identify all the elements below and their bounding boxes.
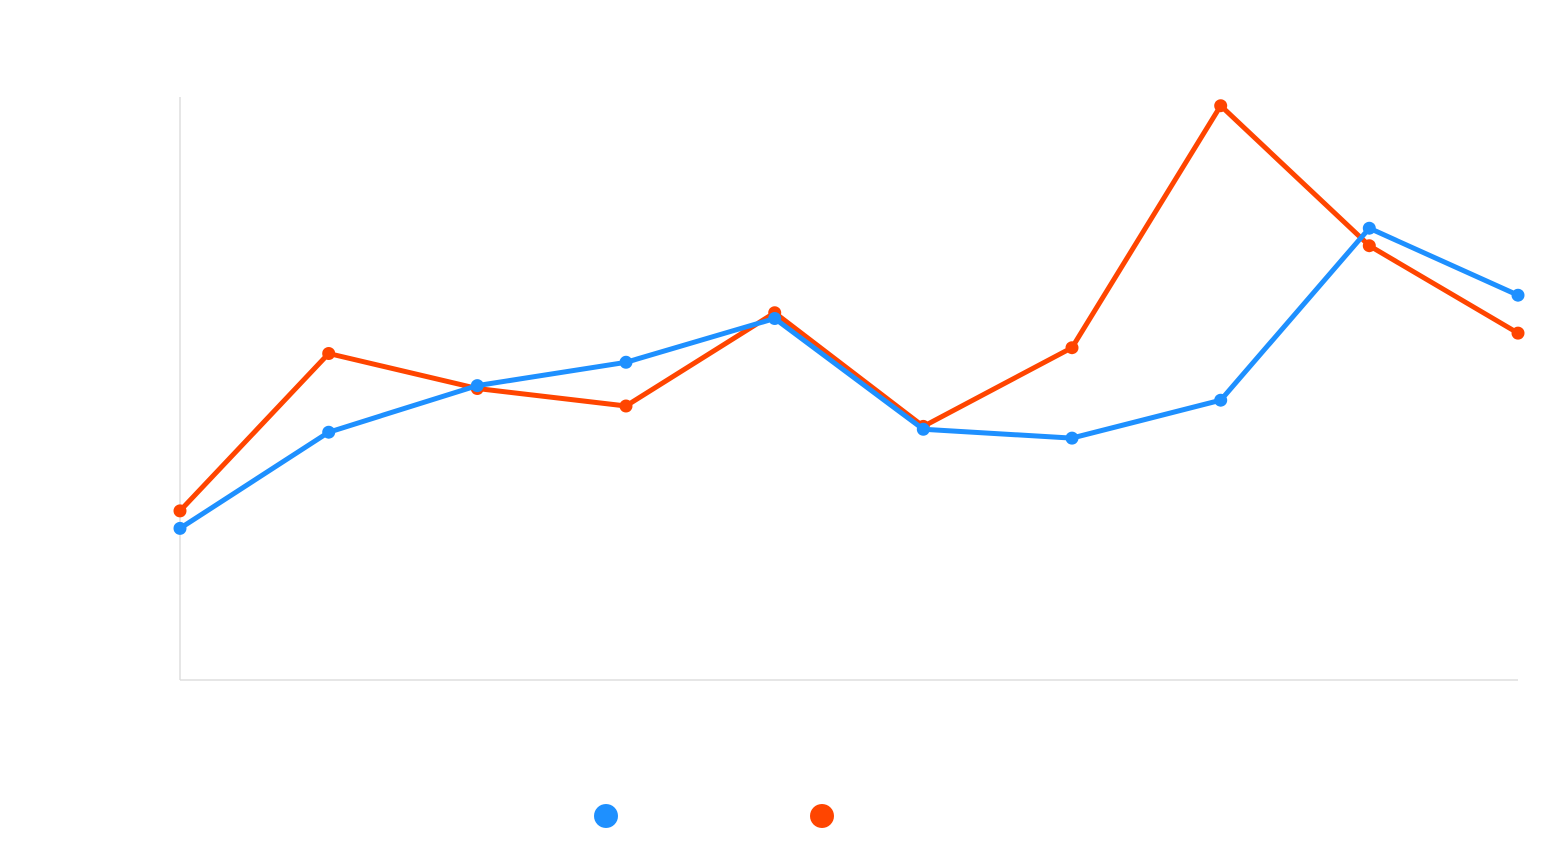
series-1 <box>173 99 1525 518</box>
series-1-point[interactable] <box>1362 239 1376 253</box>
series-layer <box>173 99 1525 535</box>
series-0-point[interactable] <box>1065 431 1079 445</box>
series-0-point[interactable] <box>768 312 782 325</box>
series-1-line <box>177 103 1521 514</box>
legend-item-1[interactable] <box>810 804 834 828</box>
series-1-point[interactable] <box>1214 99 1228 113</box>
series-0-point[interactable] <box>1511 288 1525 302</box>
series-0-point[interactable] <box>173 521 187 535</box>
series-1-point[interactable] <box>173 504 187 518</box>
series-0-point[interactable] <box>470 379 484 393</box>
series-1-point[interactable] <box>619 399 633 413</box>
series-0-point[interactable] <box>1362 221 1376 235</box>
series-0-point[interactable] <box>916 422 930 436</box>
series-0-point[interactable] <box>322 425 336 439</box>
series-1-point[interactable] <box>1511 326 1525 340</box>
legend[interactable] <box>594 804 834 828</box>
axes <box>179 97 1518 681</box>
series-1-point[interactable] <box>322 347 336 360</box>
series-0-line <box>177 225 1521 531</box>
legend-item-0[interactable] <box>594 804 618 828</box>
series-1-point[interactable] <box>1065 341 1079 355</box>
legend-marker <box>810 804 834 828</box>
series-0 <box>173 221 1525 535</box>
series-0-point[interactable] <box>1214 393 1228 407</box>
series-0-point[interactable] <box>619 355 633 369</box>
legend-marker <box>594 804 618 828</box>
